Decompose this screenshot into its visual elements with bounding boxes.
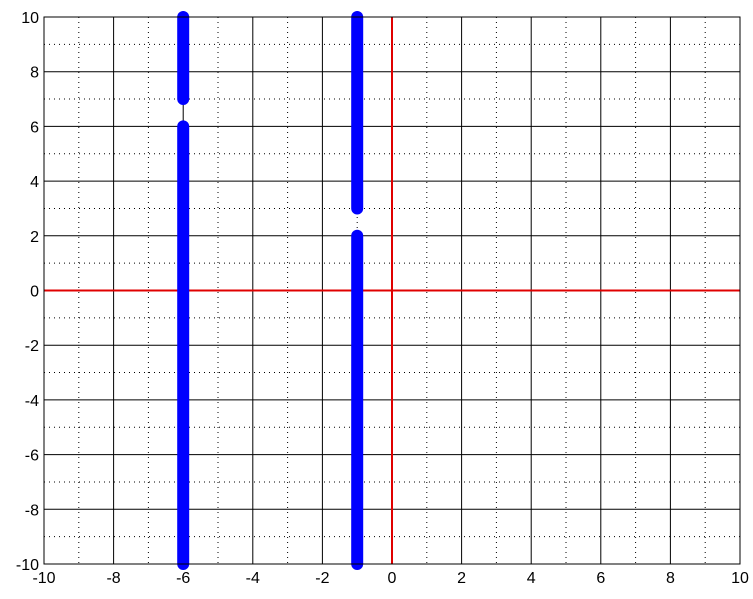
y-tick-label: -6 — [25, 448, 39, 465]
y-tick-labels: -10 -8 -6 -4 -2 0 2 4 6 8 10 — [16, 10, 39, 574]
x-tick-label: 6 — [596, 570, 605, 587]
x-tick-label: 4 — [527, 570, 536, 587]
x-tick-label: 0 — [388, 570, 397, 587]
y-tick-label: -10 — [16, 557, 39, 574]
x-tick-label: 8 — [666, 570, 675, 587]
y-tick-label: 4 — [30, 174, 39, 191]
y-tick-label: 8 — [30, 65, 39, 82]
y-tick-label: -8 — [25, 502, 39, 519]
x-tick-label: -6 — [176, 570, 190, 587]
y-tick-label: 6 — [30, 119, 39, 136]
y-tick-label: 10 — [21, 10, 39, 27]
axis-lines — [44, 17, 740, 564]
x-tick-label: -8 — [106, 570, 120, 587]
x-tick-label: -2 — [315, 570, 329, 587]
y-tick-label: -2 — [25, 338, 39, 355]
x-tick-label: -4 — [246, 570, 260, 587]
x-tick-label: -10 — [32, 570, 55, 587]
series-layer — [177, 11, 364, 570]
plot-frame — [43, 16, 741, 565]
y-tick-label: 2 — [30, 229, 39, 246]
x-tick-label: 10 — [731, 570, 749, 587]
y-tick-label: -4 — [25, 393, 39, 410]
y-tick-label: 0 — [30, 284, 39, 301]
x-tick-labels: -10 -8 -6 -4 -2 0 2 4 6 8 10 — [32, 570, 749, 587]
x-tick-label: 2 — [457, 570, 466, 587]
